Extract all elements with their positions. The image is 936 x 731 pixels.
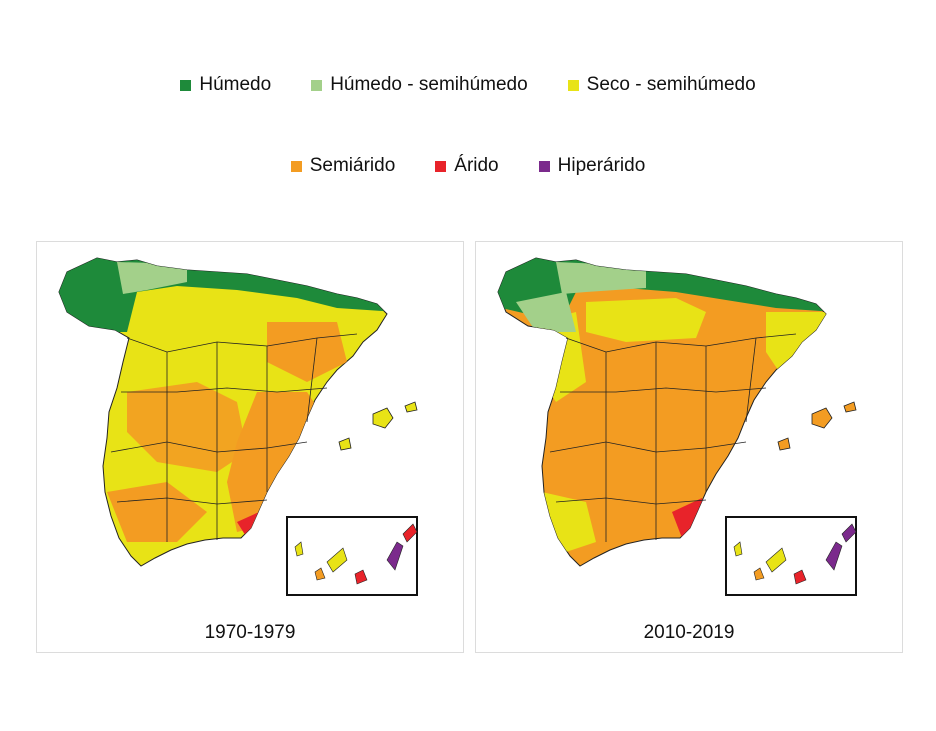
subhumid-zone-galicia-right xyxy=(516,292,576,332)
legend-item-seco-semihumedo: Seco - semihúmedo xyxy=(567,74,756,96)
balearic-islands-left xyxy=(338,401,418,451)
balearic-islands-right xyxy=(777,401,857,451)
legend-row-1: Húmedo Húmedo - semihúmedo Seco - semihú… xyxy=(0,74,936,96)
spain-aridity-map-1970: . xyxy=(58,257,418,596)
province-borders-right xyxy=(549,333,797,542)
legend-item-semiarido: Semiárido xyxy=(290,155,396,177)
legend-label-humedo: Húmedo xyxy=(199,74,272,95)
semiarid-zone-east-left xyxy=(227,392,327,532)
map-caption-1970-1979: 1970-1979 xyxy=(204,622,296,643)
legend-item-hiperarido: Hiperárido xyxy=(538,155,646,177)
legend-label-semiarido: Semiárido xyxy=(309,155,396,176)
legend-swatch-humedo xyxy=(180,79,192,91)
legend-swatch-arido xyxy=(435,160,447,172)
legend-swatch-humedo-semihumedo xyxy=(311,79,323,91)
legend-label-hiperarido: Hiperárido xyxy=(557,155,646,176)
subhumid-zone-cantabria-right xyxy=(556,262,646,294)
semiarid-zone-south-left xyxy=(107,482,207,542)
map-caption-2010-2019: 2010-2019 xyxy=(643,622,735,643)
legend-swatch-seco-semihumedo xyxy=(567,79,579,91)
canary-islands-right xyxy=(733,523,857,585)
legend-row-2: Semiárido Árido Hiperárido xyxy=(0,155,936,177)
legend-item-humedo: Húmedo xyxy=(180,74,271,96)
legend-swatch-hiperarido xyxy=(538,160,550,172)
legend-label-arido: Árido xyxy=(454,155,499,176)
legend-item-arido: Árido xyxy=(435,155,499,177)
subhumid-zone-north-right xyxy=(586,298,706,342)
legend-item-humedo-semihumedo: Húmedo - semihúmedo xyxy=(311,74,528,96)
legend-label-humedo-semihumedo: Húmedo - semihúmedo xyxy=(330,74,528,95)
legend-swatch-semiarido xyxy=(290,160,302,172)
province-borders-left xyxy=(110,333,358,542)
canary-islands-left xyxy=(294,523,418,585)
map-panel-2010-2019: 2010-2019 xyxy=(475,241,903,653)
spain-aridity-map-2010 xyxy=(497,257,857,596)
map-panel-1970-1979: . 1970-1979 xyxy=(36,241,464,653)
legend-label-seco-semihumedo: Seco - semihúmedo xyxy=(586,74,756,95)
subhumid-zone-north-left xyxy=(117,262,187,294)
